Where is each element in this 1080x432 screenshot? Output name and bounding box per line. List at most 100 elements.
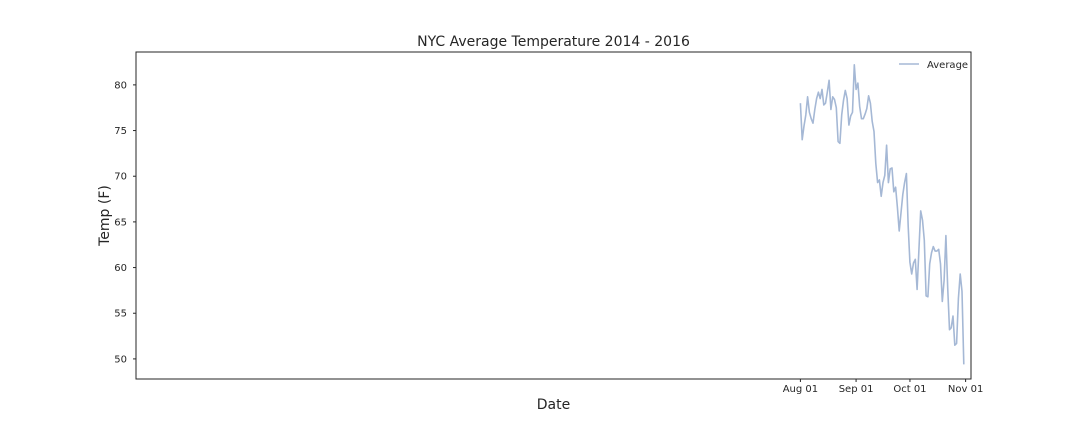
data-point (920, 210, 922, 212)
data-point (830, 108, 832, 110)
data-point (819, 97, 821, 99)
data-point (832, 96, 834, 98)
data-point (835, 107, 837, 109)
data-point (954, 344, 956, 346)
data-point (916, 288, 918, 290)
data-point (907, 225, 909, 227)
data-point (869, 102, 871, 104)
y-axis-label: Temp (F) (97, 185, 113, 247)
data-point (952, 315, 954, 317)
data-point (961, 290, 963, 292)
data-point (930, 252, 932, 254)
data-point (884, 174, 886, 176)
data-point (948, 329, 950, 331)
data-point (893, 191, 895, 193)
data-point (839, 142, 841, 144)
x-tick-label: Sep 01 (839, 384, 874, 395)
data-point (810, 118, 812, 120)
data-point (878, 179, 880, 181)
data-point (914, 258, 916, 260)
data-point (842, 99, 844, 101)
x-axis: Aug 01 Sep 01 Oct 01 Nov 01 (783, 379, 983, 395)
data-point (929, 263, 931, 265)
y-tick-label: 65 (114, 217, 127, 228)
data-point (923, 239, 925, 241)
series-points (799, 64, 965, 366)
data-point (876, 181, 878, 183)
data-point (846, 97, 848, 99)
data-point (882, 181, 884, 183)
data-point (828, 79, 830, 81)
data-point (815, 97, 817, 99)
data-point (880, 195, 882, 197)
legend: Average (899, 60, 968, 71)
data-point (806, 96, 808, 98)
data-point (824, 102, 826, 104)
data-point (912, 262, 914, 264)
data-point (902, 193, 904, 195)
data-point (963, 363, 965, 365)
series-line-average (799, 64, 965, 365)
data-point (862, 118, 864, 120)
y-tick-label: 75 (114, 126, 127, 137)
data-point (857, 82, 859, 84)
data-point (808, 111, 810, 113)
data-point (894, 186, 896, 188)
y-tick-label: 80 (114, 80, 127, 91)
data-point (957, 297, 959, 299)
data-point (875, 162, 877, 164)
data-point (921, 219, 923, 221)
data-point (844, 89, 846, 91)
data-point (909, 261, 911, 263)
plot-area-frame (135, 51, 972, 380)
data-point (867, 95, 869, 97)
data-point (850, 115, 852, 117)
data-point (853, 64, 855, 66)
y-tick-label: 70 (114, 172, 127, 183)
data-point (833, 98, 835, 100)
data-point (900, 212, 902, 214)
x-axis-label: Date (537, 397, 570, 413)
data-point (903, 181, 905, 183)
data-point (955, 342, 957, 344)
x-tick-label: Nov 01 (948, 384, 983, 395)
x-tick-label: Oct 01 (893, 384, 926, 395)
data-point (943, 279, 945, 281)
data-point (855, 88, 857, 90)
data-point (873, 130, 875, 132)
data-point (848, 124, 850, 126)
data-point (896, 206, 898, 208)
data-point (898, 230, 900, 232)
data-point (891, 167, 893, 169)
data-point (799, 102, 801, 104)
data-point (817, 91, 819, 93)
y-tick-label: 60 (114, 263, 127, 274)
data-point (859, 106, 861, 108)
data-point (812, 122, 814, 124)
x-tick-label: Aug 01 (783, 384, 818, 395)
data-point (938, 248, 940, 250)
data-point (803, 125, 805, 127)
data-point (866, 107, 868, 109)
data-point (939, 263, 941, 265)
data-point (950, 327, 952, 329)
data-point (885, 144, 887, 146)
data-point (821, 88, 823, 90)
data-point (837, 140, 839, 142)
data-point (932, 245, 934, 247)
data-point (801, 139, 803, 141)
data-point (941, 300, 943, 302)
legend-label-average: Average (927, 60, 968, 71)
y-tick-label: 50 (114, 354, 127, 365)
data-point (927, 296, 929, 298)
y-tick-label: 55 (114, 309, 127, 320)
data-point (887, 181, 889, 183)
data-point (911, 273, 913, 275)
chart-title: NYC Average Temperature 2014 - 2016 (417, 34, 690, 50)
data-point (805, 114, 807, 116)
data-point (945, 234, 947, 236)
data-point (823, 104, 825, 106)
data-point (871, 120, 873, 122)
data-point (959, 273, 961, 275)
